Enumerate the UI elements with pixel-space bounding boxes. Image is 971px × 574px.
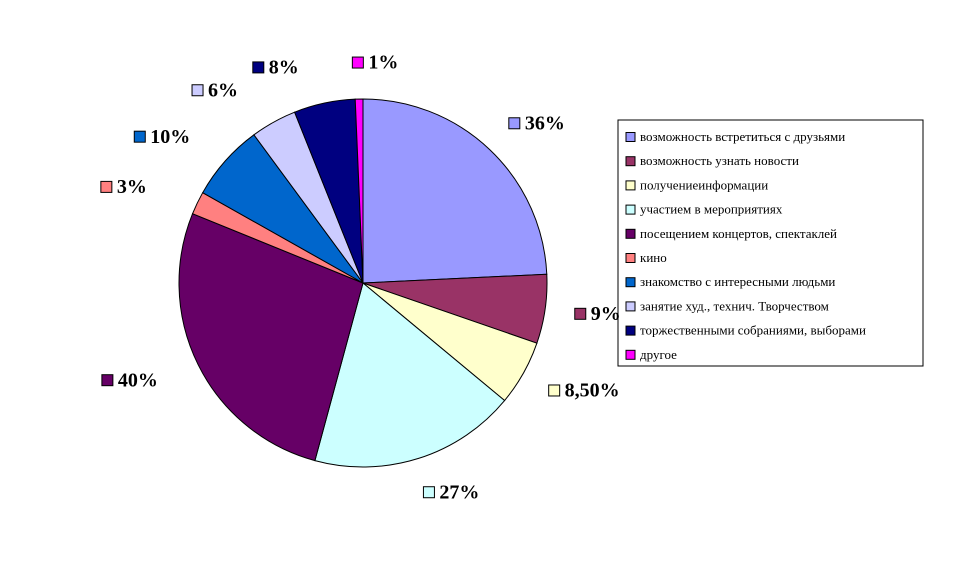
label-swatch: [252, 61, 265, 74]
legend-swatch: [625, 204, 636, 215]
pie-slice: [362, 98, 548, 284]
legend-swatch: [625, 156, 636, 167]
label-swatch: [133, 130, 146, 143]
legend-label: возможность встретиться с друзьями: [640, 129, 845, 144]
legend-swatch: [625, 253, 636, 263]
legend-label: кино: [640, 250, 667, 265]
label-swatch: [548, 384, 561, 397]
legend-label: посещением концертов, спектаклей: [640, 226, 837, 241]
legend-label: знакомство с интересными людьми: [640, 274, 835, 289]
legend-label: возможность узнать новости: [640, 153, 799, 168]
data-label: 10%: [150, 126, 190, 148]
data-label: 6%: [208, 79, 238, 101]
legend-label: получениеинформации: [640, 177, 768, 192]
legend-swatch: [625, 132, 636, 142]
data-label: 40%: [118, 369, 158, 391]
legend-swatch: [625, 325, 636, 336]
pie-slice: [178, 213, 364, 462]
data-label: 36%: [525, 112, 565, 134]
pie-slice: [314, 282, 506, 468]
label-swatch: [191, 84, 204, 97]
label-swatch: [508, 117, 521, 130]
label-swatch: [101, 374, 114, 387]
data-label: 8%: [269, 56, 299, 78]
legend-swatch: [625, 301, 636, 312]
legend-swatch: [625, 228, 636, 239]
legend-label: другое: [640, 347, 677, 362]
legend-box: [617, 119, 924, 367]
data-label: 1%: [368, 52, 398, 74]
legend-label: занятие худ., технич. Творчеством: [640, 298, 829, 313]
label-swatch: [351, 56, 364, 69]
pie-slice: [354, 98, 364, 284]
label-swatch: [574, 307, 587, 320]
legend-label: торжественными собраниями, выборами: [640, 323, 866, 338]
data-label: 9%: [591, 303, 621, 325]
data-label: 8,50%: [565, 380, 620, 402]
legend-swatch: [625, 349, 636, 360]
label-swatch: [422, 486, 435, 499]
legend-swatch: [625, 180, 636, 191]
data-label: 27%: [439, 481, 479, 503]
label-swatch: [100, 180, 113, 193]
data-label: 3%: [117, 176, 147, 198]
legend-label: участием в мероприятиях: [640, 202, 783, 217]
legend-swatch: [625, 277, 636, 288]
